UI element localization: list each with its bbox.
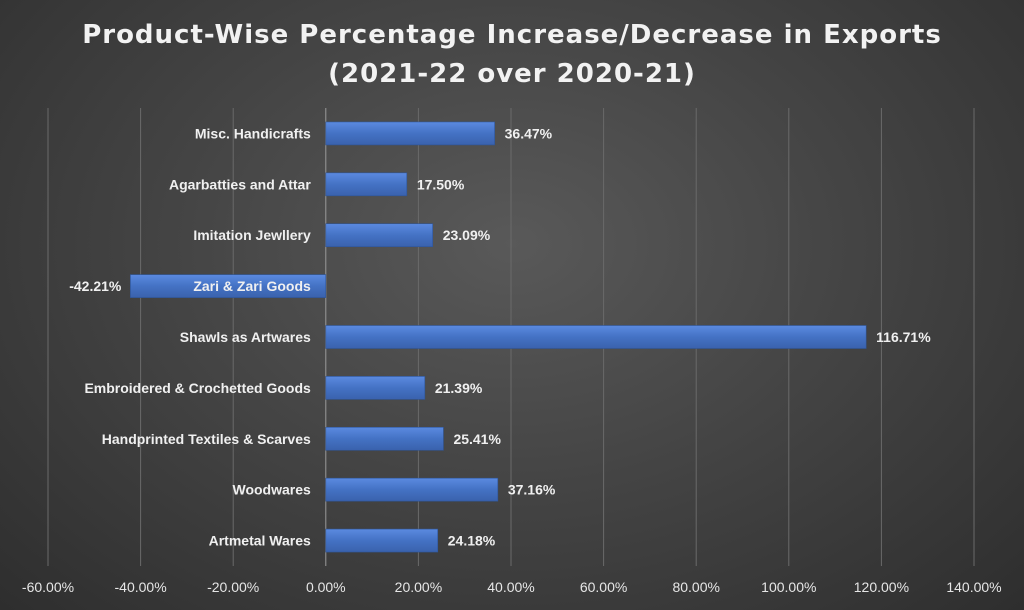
value-label: 36.47% — [505, 125, 553, 141]
x-tick-label: 140.00% — [946, 579, 1001, 595]
bar — [325, 121, 495, 146]
x-tick-label: 0.00% — [306, 579, 346, 595]
category-label: Embroidered & Crochetted Goods — [84, 380, 311, 396]
bar — [325, 325, 867, 349]
value-label: 37.16% — [508, 482, 556, 498]
x-tick-label: 20.00% — [395, 579, 442, 595]
chart-title-line-1: Product-Wise Percentage Increase/Decreas… — [82, 20, 942, 50]
x-tick-label: 100.00% — [761, 579, 816, 595]
bar — [130, 274, 327, 298]
category-label: Artmetal Wares — [209, 533, 311, 549]
bar — [325, 477, 499, 502]
category-label: Misc. Handicrafts — [195, 125, 311, 141]
category-label: Handprinted Textiles & Scarves — [102, 431, 311, 447]
bar — [325, 528, 439, 553]
bar — [325, 223, 434, 248]
value-label: 24.18% — [448, 533, 496, 549]
bar — [325, 376, 426, 400]
bars — [130, 121, 867, 553]
value-label: 21.39% — [435, 380, 483, 396]
x-tick-label: 40.00% — [487, 579, 534, 595]
x-tick-label: 60.00% — [580, 579, 627, 595]
value-label: 17.50% — [417, 176, 465, 192]
x-tick-label: -60.00% — [22, 579, 74, 595]
x-tick-label: 80.00% — [672, 579, 719, 595]
value-label: 23.09% — [443, 227, 491, 243]
x-tick-label: -20.00% — [207, 579, 259, 595]
chart-title-line-2: (2021-22 over 2020-21) — [328, 59, 696, 89]
category-label: Agarbatties and Attar — [169, 176, 311, 192]
category-label: Zari & Zari Goods — [193, 278, 311, 294]
bar — [325, 172, 408, 197]
x-tick-label: 120.00% — [854, 579, 909, 595]
bar — [325, 426, 444, 451]
category-label: Shawls as Artwares — [180, 329, 311, 345]
x-tick-label: -40.00% — [115, 579, 167, 595]
category-label: Imitation Jewllery — [193, 227, 311, 243]
labels: -60.00% -40.00% -20.00% 0.00% 20.00% 40.00% 60… — [22, 125, 1002, 595]
value-label: -42.21% — [69, 278, 122, 294]
value-label: 116.71% — [876, 329, 931, 345]
value-label: 25.41% — [453, 431, 501, 447]
category-label: Woodwares — [232, 482, 311, 498]
